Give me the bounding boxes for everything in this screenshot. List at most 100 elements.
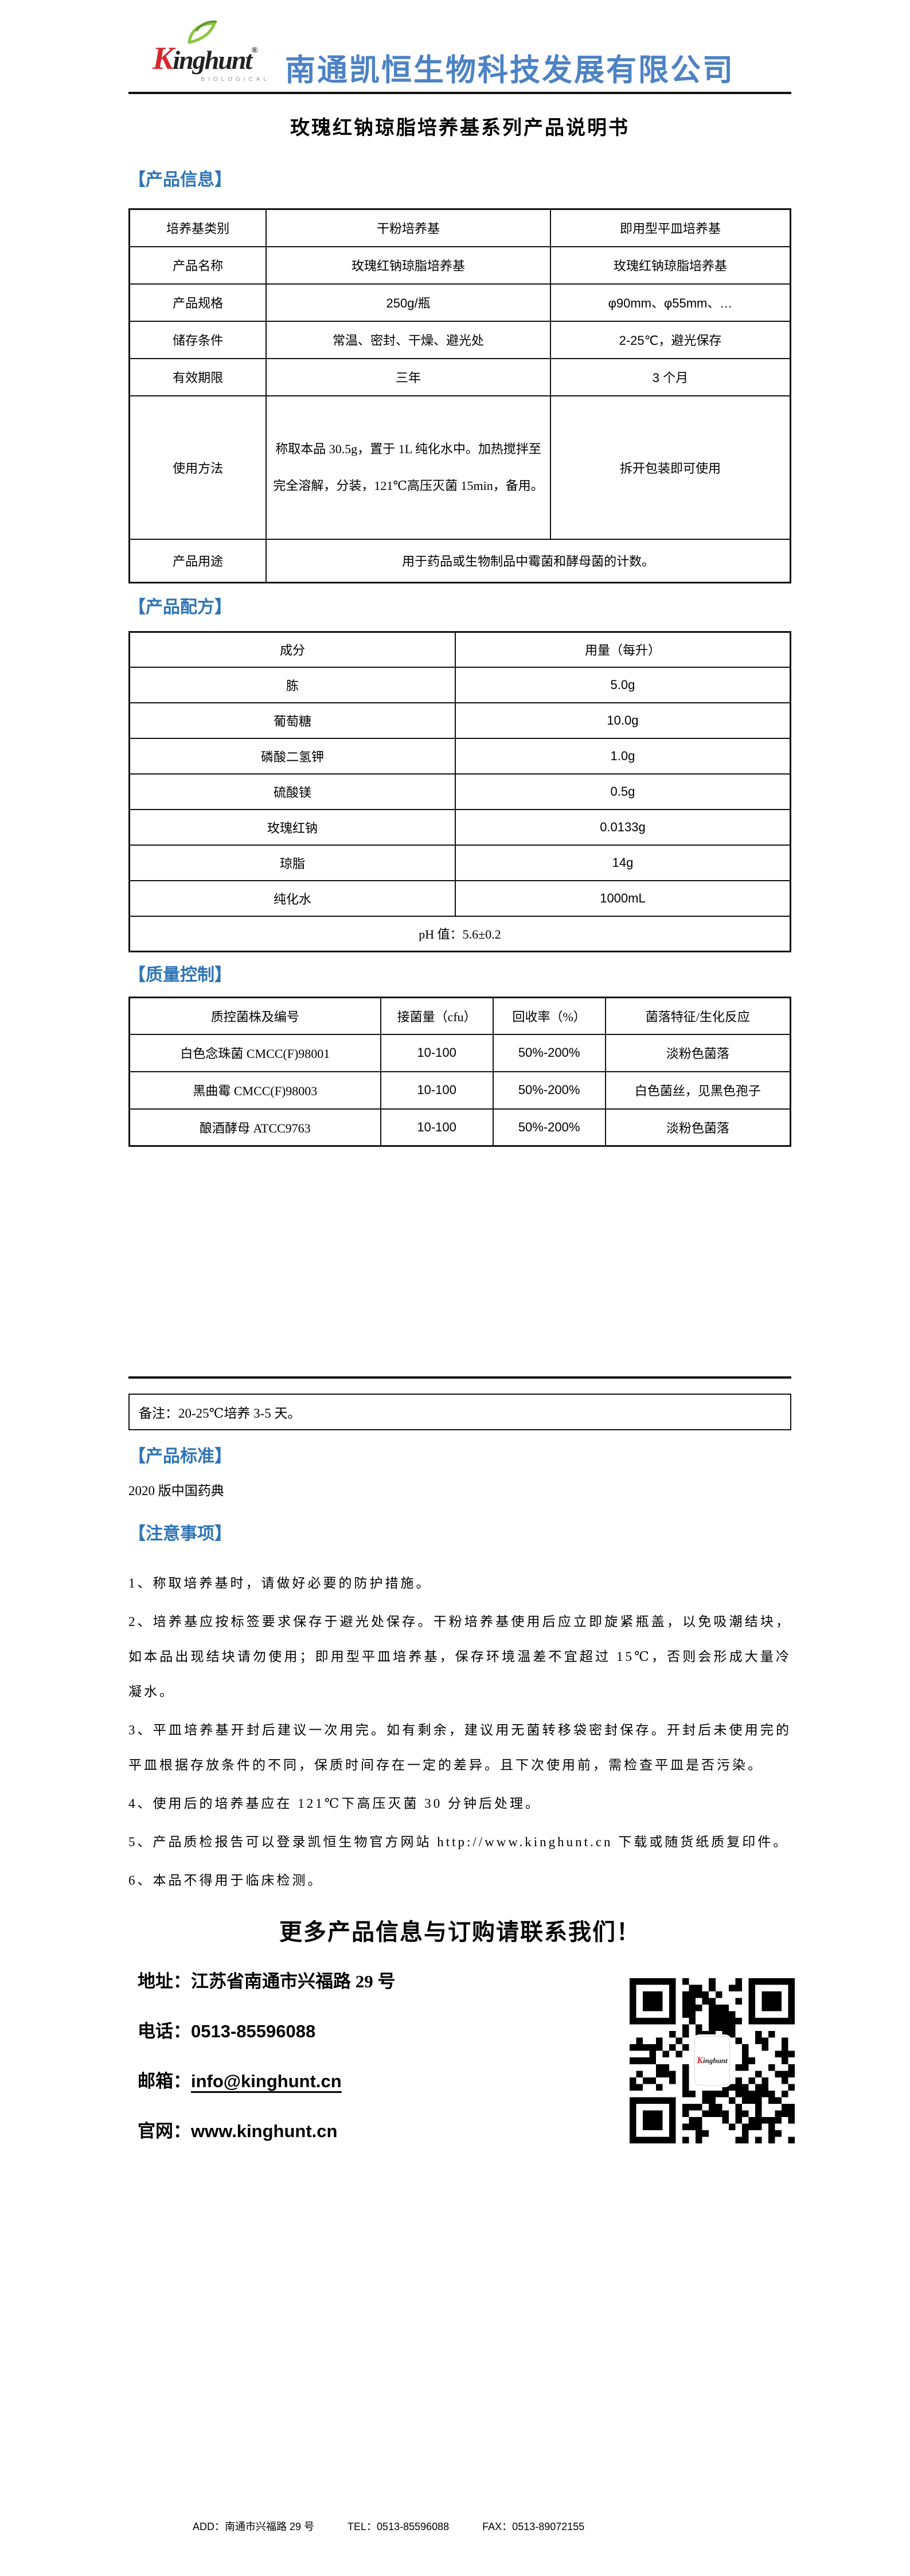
table-row: 产品名称 玫瑰红钠琼脂培养基 玫瑰红钠琼脂培养基: [128, 246, 791, 285]
row-label-cell: 储存条件: [128, 320, 267, 359]
footer-telephone: TEL：0513-85596088: [347, 2521, 450, 2532]
contact-row-phone: 电话：0513-85596088: [138, 2020, 791, 2043]
table-row: 产品用途 用于药品或生物制品中霉菌和酵母菌的计数。: [128, 538, 791, 583]
table-row: 玫瑰红钠 0.0133g: [128, 808, 791, 846]
table-row: 储存条件 常温、密封、干燥、避光处 2-25℃，避光保存: [128, 320, 791, 359]
colony-character-cell: 淡粉色菌落: [604, 1033, 791, 1072]
registered-mark: ®: [251, 46, 257, 55]
table-row: 琼脂 14g: [128, 844, 791, 881]
table-row: 黑曲霉 CMCC(F)98003 10-100 50%-200% 白色菌丝，见黑…: [128, 1071, 791, 1110]
company-name: 南通凯恒生物科技发展有限公司: [285, 54, 735, 87]
table-cell: 玫瑰红钠琼脂培养基: [549, 246, 791, 285]
colony-character-cell: 白色菌丝，见黑色孢子: [604, 1071, 791, 1110]
table-row: 产品规格 250g/瓶 φ90mm、φ55mm、…: [128, 283, 791, 322]
usage-instructions-cell: 称取本品 30.5g，置于 1L 纯化水中。加热搅拌至完全溶解，分装，121℃高…: [265, 395, 551, 540]
page-two-header-rule: [128, 1376, 791, 1379]
table-header-row: 质控菌株及编号 接菌量（cfu） 回收率（%） 菌落特征/生化反应: [128, 997, 791, 1035]
row-label-cell: 产品用途: [128, 538, 267, 583]
footer-address: ADD：南通市兴福路 29 号: [193, 2521, 315, 2532]
contact-value: 0513-85596088: [191, 2021, 316, 2041]
ingredient-cell: 琼脂: [128, 844, 456, 881]
table-cell: 即用型平皿培养基: [549, 208, 791, 247]
contact-label: 邮箱：: [138, 2071, 191, 2091]
section-heading-product-standard: 【产品标准】: [128, 1447, 232, 1466]
contact-row-website: 官网：www.kinghunt.cn: [138, 2120, 791, 2143]
section-heading-quality-control: 【质量控制】: [128, 966, 232, 985]
inoculum-cell: 10-100: [380, 1033, 494, 1072]
ingredient-cell: 硫酸镁: [128, 773, 456, 810]
row-label-cell: 产品规格: [128, 283, 267, 322]
precaution-item: 2、培养基应按标签要求保存于避光处保存。干粉培养基使用后应立即旋紧瓶盖，以免吸潮…: [128, 1614, 791, 1699]
contact-row-email: 邮箱：info@kinghunt.cn: [138, 2070, 791, 2093]
table-row: 磷酸二氢钾 1.0g: [128, 737, 791, 775]
row-label-cell: 使用方法: [128, 395, 267, 540]
product-use-cell: 用于药品或生物制品中霉菌和酵母菌的计数。: [265, 538, 791, 583]
table-header-row: 成分 用量（每升）: [128, 631, 791, 668]
section-heading-formula: 【产品配方】: [128, 598, 232, 617]
leaf-icon: [186, 20, 222, 46]
amount-cell: 0.0133g: [454, 808, 791, 846]
brand-letters: inghunt: [173, 45, 252, 75]
product-info-table: 培养基类别 干粉培养基 即用型平皿培养基 产品名称 玫瑰红钠琼脂培养基 玫瑰红钠…: [128, 208, 791, 583]
contact-row-address: 地址：江苏省南通市兴福路 29 号: [138, 1970, 791, 1993]
ingredient-cell: 纯化水: [128, 880, 456, 917]
inoculum-cell: 10-100: [380, 1071, 494, 1110]
row-label-cell: 有效期限: [128, 357, 267, 396]
precaution-list: 1、称取培养基时，请做好必要的防护措施。 2、培养基应按标签要求保存于避光处保存…: [128, 1566, 791, 1898]
column-header: 成分: [128, 631, 456, 668]
recovery-cell: 50%-200%: [492, 1071, 606, 1110]
section-heading-product-info: 【产品信息】: [128, 170, 232, 189]
qr-code: Kinghunt: [630, 1978, 795, 2143]
table-row: 纯化水 1000mL: [128, 880, 791, 917]
precaution-item: 3、平皿培养基开封后建议一次用完。如有剩余，建议用无菌转移袋密封保存。开封后未使…: [128, 1723, 791, 1772]
table-row: 葡萄糖 10.0g: [128, 702, 791, 739]
table-cell: 常温、密封、干燥、避光处: [265, 320, 551, 359]
table-row: pH 值：5.6±0.2: [128, 915, 791, 952]
column-header: 接菌量（cfu）: [380, 997, 494, 1035]
brand-subtext: BIOLOGICAL: [201, 76, 270, 83]
doc-title: 玫瑰红钠琼脂培养基系列产品说明书: [290, 118, 630, 139]
table-cell: 2-25℃，避光保存: [549, 320, 791, 359]
note-box: 备注：20-25℃培养 3-5 天。: [128, 1394, 791, 1430]
table-cell: φ90mm、φ55mm、…: [549, 283, 791, 322]
amount-cell: 5.0g: [454, 666, 791, 703]
document-page: Kinghunt® BIOLOGICAL 南通凯恒生物科技发展有限公司 玫瑰红钠…: [128, 20, 795, 2532]
recovery-cell: 50%-200%: [492, 1108, 606, 1147]
table-cell: 250g/瓶: [265, 283, 551, 322]
brand-wordmark: Kinghunt®: [153, 42, 270, 75]
ingredient-cell: 葡萄糖: [128, 702, 456, 739]
section-heading-precautions: 【注意事项】: [128, 1524, 232, 1543]
page-footer: ADD：南通市兴福路 29 号 TEL：0513-85596088 FAX：05…: [193, 2519, 584, 2534]
quality-control-table: 质控菌株及编号 接菌量（cfu） 回收率（%） 菌落特征/生化反应 白色念珠菌 …: [128, 997, 791, 1147]
amount-cell: 1000mL: [454, 880, 791, 917]
amount-cell: 10.0g: [454, 702, 791, 739]
table-cell: 三年: [265, 357, 551, 396]
table-cell: 干粉培养基: [265, 208, 551, 247]
table-row: 有效期限 三年 3 个月: [128, 357, 791, 396]
strain-cell: 白色念珠菌 CMCC(F)98001: [128, 1033, 381, 1072]
contact-title: 更多产品信息与订购请联系我们！: [279, 1919, 640, 1945]
precaution-item: 5、产品质检报告可以登录凯恒生物官方网站 http://www.kinghunt…: [128, 1835, 789, 1849]
table-row: 培养基类别 干粉培养基 即用型平皿培养基: [128, 208, 791, 247]
kinghunt-logo: Kinghunt® BIOLOGICAL: [153, 20, 270, 83]
precaution-item: 6、本品不得用于临床检测。: [128, 1873, 323, 1888]
precaution-item: 1、称取培养基时，请做好必要的防护措施。: [128, 1576, 432, 1590]
contact-label: 电话：: [138, 2021, 191, 2041]
table-row: 硫酸镁 0.5g: [128, 773, 791, 810]
amount-cell: 0.5g: [454, 773, 791, 810]
contact-label: 官网：: [138, 2121, 191, 2141]
inoculum-cell: 10-100: [380, 1108, 494, 1147]
email-link[interactable]: info@kinghunt.cn: [191, 2071, 342, 2091]
table-cell: 玫瑰红钠琼脂培养基: [265, 246, 551, 285]
product-standard-text: 2020 版中国药典: [128, 1484, 224, 1498]
amount-cell: 14g: [454, 844, 791, 881]
website-link[interactable]: www.kinghunt.cn: [191, 2121, 338, 2141]
recovery-cell: 50%-200%: [492, 1033, 606, 1072]
footer-fax: FAX：0513-89072155: [482, 2521, 585, 2532]
contact-block: 地址：江苏省南通市兴福路 29 号 电话：0513-85596088 邮箱：in…: [128, 1970, 795, 2143]
table-cell: 拆开包装即可使用: [549, 395, 791, 540]
ph-value-cell: pH 值：5.6±0.2: [128, 915, 791, 952]
column-header: 回收率（%）: [492, 997, 606, 1035]
brand-letter-k: K: [153, 41, 174, 76]
amount-cell: 1.0g: [454, 737, 791, 775]
